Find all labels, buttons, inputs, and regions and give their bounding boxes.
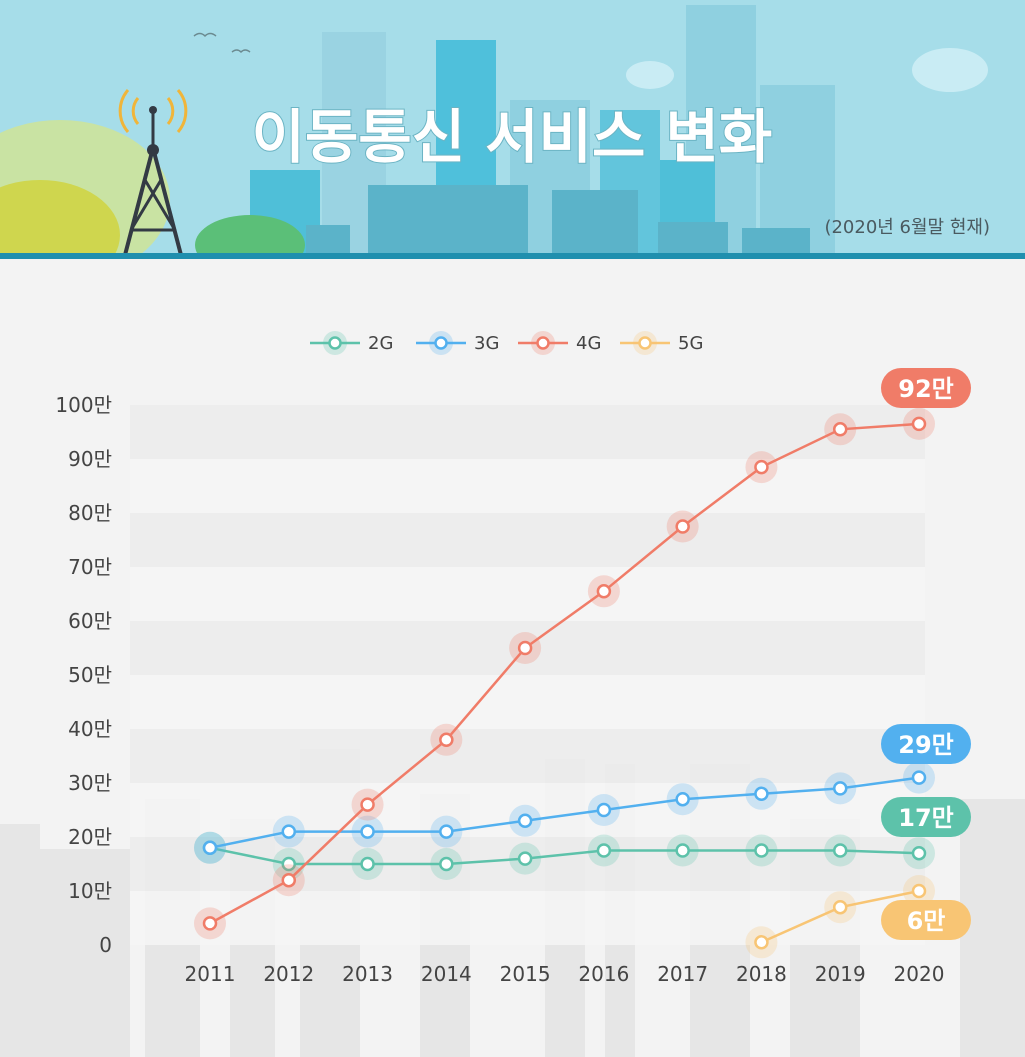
callout-4G: 92만 [881,368,971,408]
data-point [598,585,610,597]
data-point [755,845,767,857]
callout-label: 92만 [898,375,953,403]
data-point [834,782,846,794]
data-point [677,793,689,805]
data-point [834,845,846,857]
legend-marker [640,338,651,349]
data-point [362,858,374,870]
y-tick-label: 20만 [68,825,112,849]
header-illustration: 이동통신 서비스 변화 (2020년 6월말 현재) [0,0,1025,255]
callout-5G: 6만 [881,900,971,940]
data-point [755,936,767,948]
data-point [677,521,689,533]
data-point [598,845,610,857]
bg-building [306,225,350,255]
y-tick-label: 10만 [68,879,112,903]
x-tick-label: 2013 [342,962,393,986]
line-chart: 0 10만 20만 30만 40만 50만 60만 70만 80만 90만 100만 2011 201… [0,259,1025,1057]
callout-2G: 17만 [881,797,971,837]
legend: 2G 3G 4G 5G [310,331,703,355]
data-point [598,804,610,816]
grid-band [130,891,925,945]
legend-marker [436,338,447,349]
data-point [519,815,531,827]
data-point [440,858,452,870]
data-point [362,826,374,838]
callout-label: 29만 [898,731,953,759]
x-tick-label: 2020 [894,962,945,986]
data-point [834,423,846,435]
data-point [204,842,216,854]
cloud [626,61,674,89]
x-tick-label: 2019 [815,962,866,986]
bg-building [368,185,528,255]
x-tick-label: 2016 [578,962,629,986]
legend-label: 5G [678,333,703,354]
data-point [913,847,925,859]
y-tick-label: 80만 [68,501,112,525]
bird-icon [194,34,216,37]
bg-building [658,222,728,255]
data-point [204,917,216,929]
y-tick-label: 50만 [68,663,112,687]
callout-label: 6만 [907,907,946,935]
legend-marker [538,338,549,349]
grid-band [130,567,925,621]
y-tick-label: 90만 [68,447,112,471]
data-point [519,642,531,654]
page-subtitle: (2020년 6월말 현재) [824,217,990,238]
x-tick-label: 2011 [185,962,236,986]
grid-band [130,405,925,459]
data-point [440,734,452,746]
data-point [755,788,767,800]
data-point [913,772,925,784]
x-tick-label: 2012 [263,962,314,986]
data-point [283,874,295,886]
data-point [755,461,767,473]
bg-building [552,190,638,255]
legend-label: 3G [474,333,499,354]
legend-marker [330,338,341,349]
legend-label: 4G [576,333,601,354]
header-banner: 이동통신 서비스 변화 (2020년 6월말 현재) [0,0,1025,255]
y-tick-label: 30만 [68,771,112,795]
x-tick-label: 2014 [421,962,472,986]
data-point [913,418,925,430]
data-point [283,826,295,838]
data-point [440,826,452,838]
legend-label: 2G [368,333,393,354]
grid-band [130,729,925,783]
x-tick-label: 2015 [500,962,551,986]
y-tick-label: 100만 [55,393,112,417]
y-tick-label: 40만 [68,717,112,741]
bg-building [742,228,810,255]
bird-icon [232,50,250,52]
data-point [834,901,846,913]
grid-band [130,513,925,567]
data-point [913,885,925,897]
callout-label: 17만 [898,804,953,832]
grid-band [130,459,925,513]
y-tick-label: 60만 [68,609,112,633]
page-title: 이동통신 서비스 변화 [252,103,773,171]
callout-3G: 29만 [881,724,971,764]
x-tick-label: 2018 [736,962,787,986]
y-tick-label: 70만 [68,555,112,579]
y-tick-label: 0 [99,933,112,957]
data-point [362,799,374,811]
grid-band [130,675,925,729]
x-tick-label: 2017 [657,962,708,986]
cloud [912,48,988,92]
data-point [677,845,689,857]
data-point [519,853,531,865]
